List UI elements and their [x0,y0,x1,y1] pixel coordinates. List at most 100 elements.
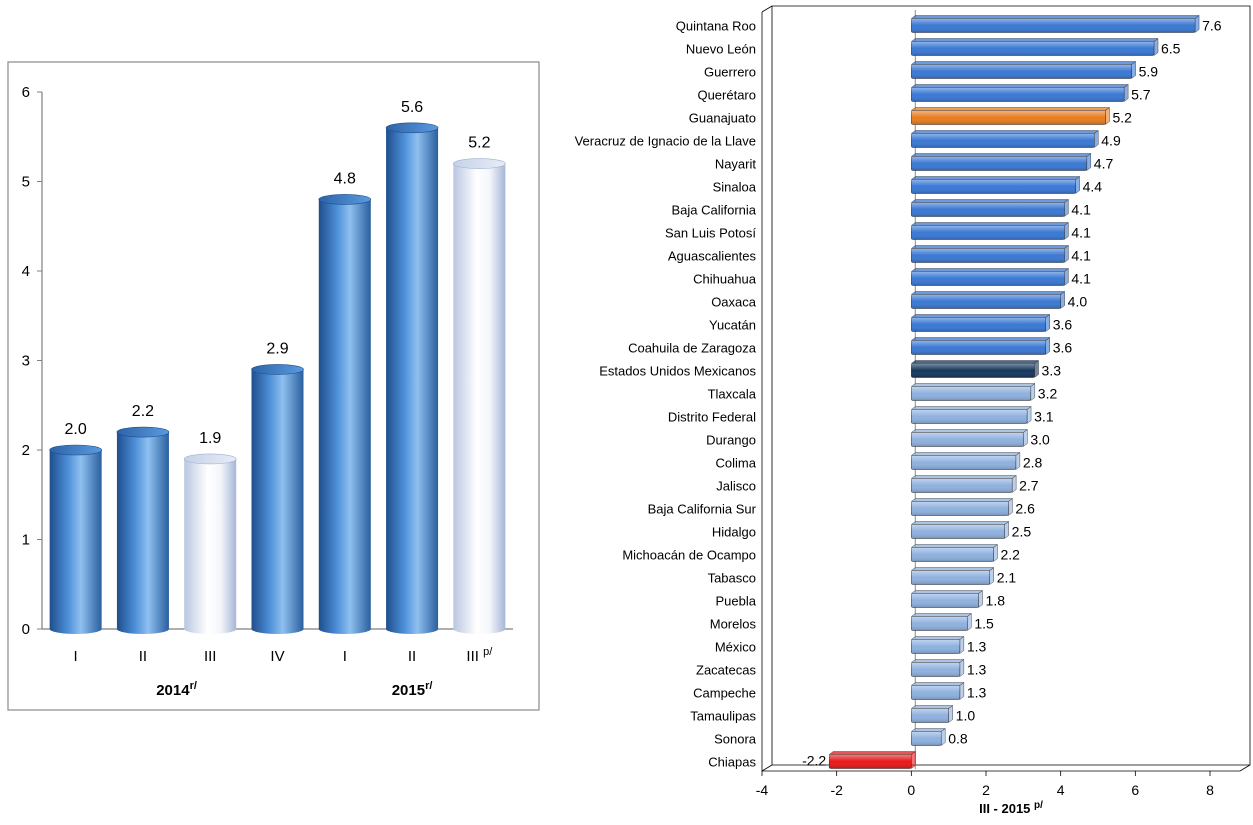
data-label: 0.8 [948,731,968,747]
quarterly-growth-chart: 0 1 2 3 4 5 6 2.0 I 2.2 II 1.9 III 2.9 IV 4.8 I 5.6 II 5.2… [7,61,540,711]
data-label: 2.7 [1019,478,1039,494]
bar-top-face [910,268,1069,272]
bar [910,498,1013,516]
bar-end-face [978,590,983,608]
depth-edge [761,764,773,772]
bar-end-face [911,751,916,769]
bar-front-face [911,64,1132,79]
category-label: Estados Unidos Mexicanos [599,364,756,379]
bar-end-face [1064,245,1069,263]
bar [910,567,995,585]
bar-shading [911,225,1065,240]
x-tick-label: 2 [982,782,990,798]
category-label: Jalisco [716,479,756,494]
bar-shading [911,685,960,700]
y-tick-label: 4 [22,263,30,280]
bar-top-face [828,751,916,755]
bar-shading [911,363,1035,378]
category-label: Campeche [693,686,756,701]
bar-shading [911,478,1013,493]
data-label: 1.9 [199,430,221,447]
bar-shading [911,156,1087,171]
category-label: Sinaloa [713,180,757,195]
bar-end-face [1075,176,1080,194]
bar-end-face [1034,360,1039,378]
bar-shading [911,317,1046,332]
bar-front-face [911,225,1065,240]
data-label: 2.9 [266,340,288,357]
category-label: Tabasco [708,571,756,586]
plot-frame [761,5,1251,772]
bar-front-face [911,639,961,654]
bar [910,383,1036,401]
data-label: 1.3 [967,662,987,678]
category-label: Sonora [714,732,757,747]
bar-front-face [911,524,1005,539]
bar [910,245,1069,263]
bar-front-face [911,616,968,631]
bar-shading [911,708,949,723]
bar [910,130,1099,148]
bar-front-face [911,685,961,700]
bar-top-face [910,199,1069,203]
bar-top-face [910,61,1137,65]
bar-front-face [911,455,1017,470]
x-tick-label: III p/ [466,646,493,665]
data-label: 7.6 [1202,18,1222,34]
bar-shading [911,64,1132,79]
y-tick-label: 0 [22,621,30,638]
category-label: Guanajuato [689,111,756,126]
bar [910,176,1081,194]
data-label: 4.1 [1071,225,1091,241]
data-label: 4.1 [1071,271,1091,287]
bar-end-face [989,567,994,585]
bar-shading [911,133,1095,148]
bar-front-face [911,570,990,585]
bar [116,426,170,634]
x-tick-label: -2 [830,782,843,798]
bar-cap [251,364,304,375]
bar-series [49,122,506,635]
bar-end-face [1153,38,1159,56]
category-label: Baja California [671,203,756,218]
bar [910,659,965,677]
data-label: -2.2 [802,753,826,769]
bar-top-face [910,153,1092,157]
y-tick-label: 6 [22,84,30,101]
bar-shading [911,639,960,654]
bar-top-face [910,429,1028,433]
bar-top-face [910,659,965,663]
bar-shading [911,501,1009,516]
bar-end-face [1064,268,1069,286]
bar-end-face [1064,199,1069,217]
category-label: Hidalgo [712,525,756,540]
bar-body [49,450,102,634]
bar-shading [911,593,979,608]
data-label: 4.4 [1083,179,1103,195]
bar-body [453,163,506,634]
bar-front-face [911,248,1065,263]
bar-front-face [911,409,1028,424]
x-tick-label: I [343,648,347,665]
bar-end-face [1023,429,1028,447]
data-label: 1.0 [956,708,976,724]
bar-shading [911,432,1024,447]
bar-shading [911,41,1154,56]
bar-top-face [910,383,1036,387]
bar-end-face [948,705,953,723]
bar-shading [911,731,942,746]
bar-cap [183,453,237,465]
bar-top-face [910,682,965,686]
bar-body [251,369,304,634]
bar-front-face [911,547,994,562]
bar-front-face [911,18,1196,33]
data-label: 4.1 [1071,202,1091,218]
category-labels: 2.0 I 2.2 II 1.9 III 2.9 IV 4.8 I 5.6 II 5.2 III p/20… [65,99,494,699]
category-label: México [715,640,756,655]
bar-end-face [1015,452,1021,470]
bar-end-face [1105,107,1110,125]
data-label: 4.8 [334,170,356,187]
bar [910,199,1069,217]
x-tick-label: -4 [756,782,769,798]
bar [318,194,372,634]
